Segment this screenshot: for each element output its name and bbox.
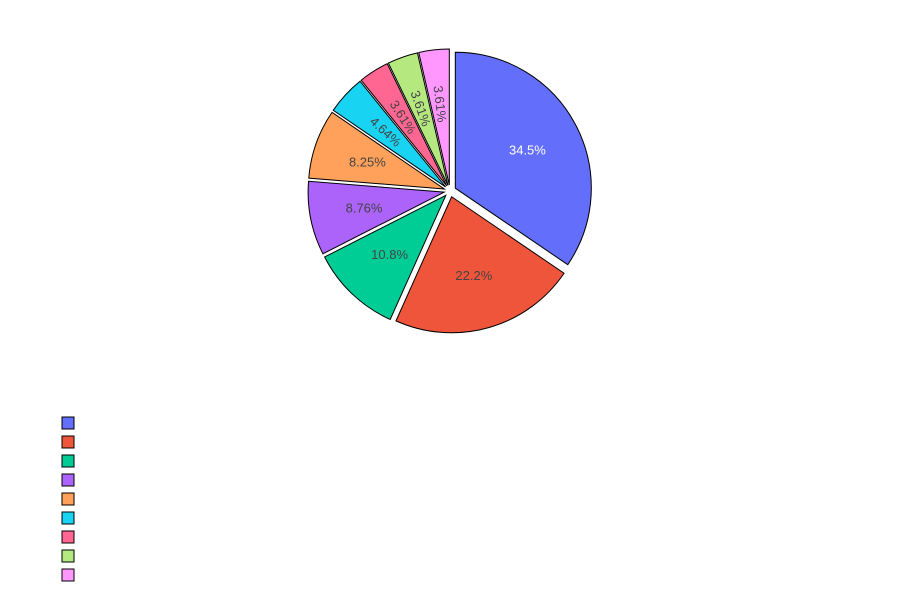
pie-slice[interactable] <box>387 52 449 186</box>
legend-swatch[interactable] <box>61 511 75 525</box>
legend-swatch[interactable] <box>61 530 75 544</box>
legend-swatch[interactable] <box>61 492 75 506</box>
legend-swatch[interactable] <box>61 435 75 449</box>
legend-swatch[interactable] <box>61 568 75 582</box>
pie-slice[interactable] <box>332 80 446 188</box>
pie-slice[interactable] <box>307 180 446 255</box>
pie-slice[interactable] <box>418 48 450 186</box>
legend-swatch[interactable] <box>61 416 75 430</box>
pie-slice-label: 8.25% <box>349 154 386 169</box>
legend-swatch[interactable] <box>61 473 75 487</box>
pie-slice-label: 8.76% <box>346 200 383 215</box>
pie-slice-label: 34.5% <box>509 143 546 158</box>
pie-slice[interactable] <box>323 194 447 321</box>
legend-swatch[interactable] <box>61 549 75 563</box>
pie-slice-label: 10.8% <box>371 247 408 262</box>
pie-slices <box>307 48 592 334</box>
pie-slice-label: 3.61% <box>431 85 450 124</box>
pie-slice[interactable] <box>308 111 447 190</box>
pie-slice[interactable] <box>395 196 565 334</box>
pie-slice[interactable] <box>454 51 592 266</box>
legend-swatch[interactable] <box>61 454 75 468</box>
pie-slice-label: 22.2% <box>455 268 492 283</box>
legend <box>61 416 75 582</box>
pie-slice[interactable] <box>360 63 448 187</box>
